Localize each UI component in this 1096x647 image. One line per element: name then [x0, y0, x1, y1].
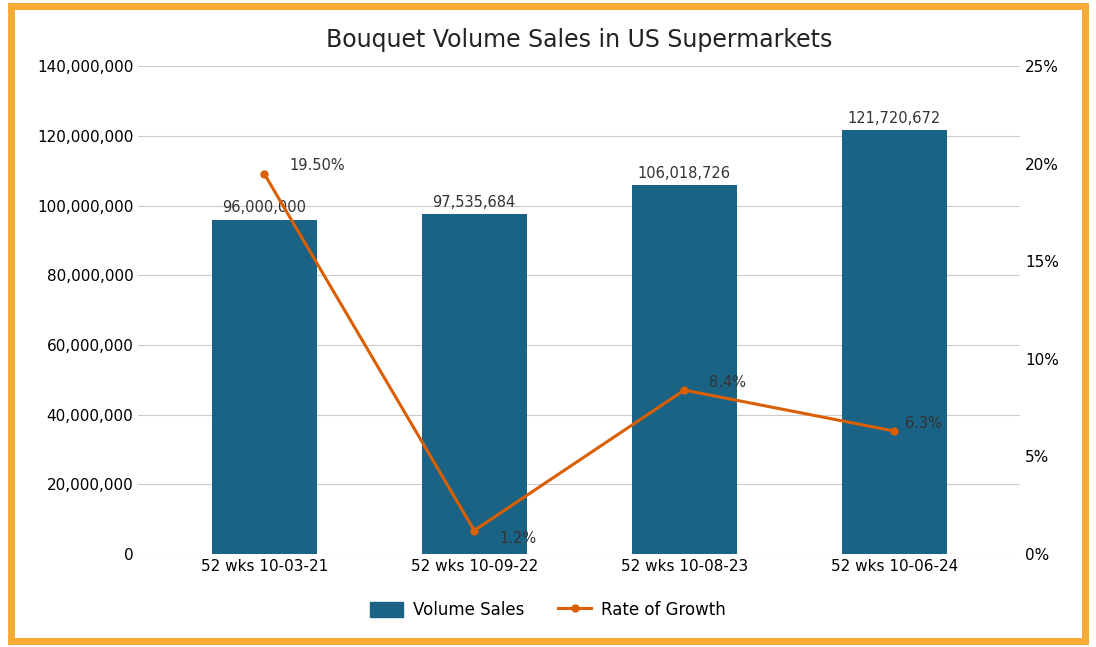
Bar — [842, 130, 947, 554]
Title: Bouquet Volume Sales in US Supermarkets: Bouquet Volume Sales in US Supermarkets — [327, 28, 833, 52]
Text: 121,720,672: 121,720,672 — [847, 111, 941, 126]
Text: 1.2%: 1.2% — [500, 531, 537, 546]
Bar — [212, 219, 317, 554]
Text: 96,000,000: 96,000,000 — [222, 201, 306, 215]
Rate of Growth — [258, 170, 271, 177]
Line: Rate of Growth: Rate of Growth — [261, 170, 898, 534]
Bar — [631, 184, 737, 554]
Rate of Growth — [888, 427, 901, 435]
Text: 8.4%: 8.4% — [709, 375, 746, 389]
Text: 97,535,684: 97,535,684 — [433, 195, 516, 210]
Text: 19.50%: 19.50% — [289, 159, 345, 173]
Text: 106,018,726: 106,018,726 — [638, 166, 731, 181]
Text: 6.3%: 6.3% — [905, 416, 941, 431]
Bar — [422, 214, 527, 554]
Rate of Growth — [468, 527, 481, 534]
Legend: Volume Sales, Rate of Growth: Volume Sales, Rate of Growth — [363, 595, 733, 626]
Rate of Growth — [677, 386, 690, 394]
